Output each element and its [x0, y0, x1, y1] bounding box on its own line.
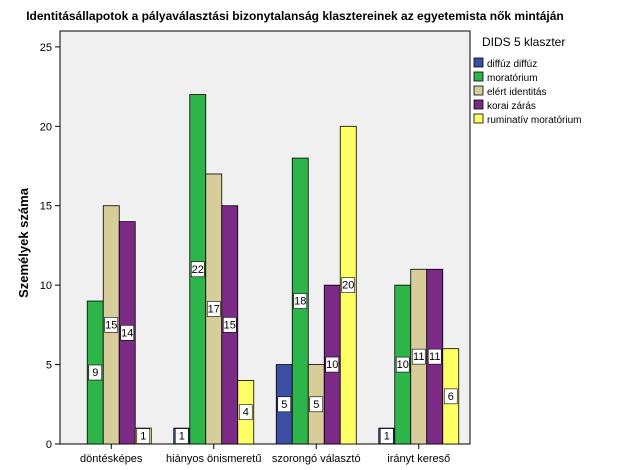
data-label-box [88, 364, 103, 381]
legend-swatch [473, 99, 484, 110]
legend-swatch [473, 113, 484, 124]
data-label: 17 [208, 303, 220, 315]
data-label-box [222, 317, 237, 333]
data-label-box [104, 317, 119, 333]
data-label-box [206, 301, 221, 317]
data-label: 15 [105, 319, 117, 331]
legend-swatch [473, 71, 484, 82]
y-tick-label: 15 [40, 201, 52, 213]
data-label: 10 [326, 359, 338, 371]
data-label: 4 [243, 407, 249, 419]
data-label: 18 [294, 296, 306, 308]
data-label-box [379, 428, 394, 444]
data-label: 1 [179, 431, 185, 443]
data-label: 9 [92, 367, 98, 379]
data-label-box [293, 293, 308, 309]
legend-label: ruminatív moratórium [487, 115, 581, 126]
data-label-box [427, 348, 442, 365]
data-label: 11 [429, 351, 440, 363]
legend-label: korai zárás [487, 101, 536, 112]
data-label: 14 [121, 327, 133, 339]
data-label-box [174, 428, 189, 444]
legend-title: DIDS 5 klaszter [482, 35, 565, 49]
data-label: 5 [313, 399, 319, 411]
data-label-box [238, 404, 253, 421]
data-label-box [411, 348, 426, 365]
legend-label: elért identitás [487, 87, 546, 98]
data-label: 20 [342, 280, 354, 292]
data-label-box [136, 428, 151, 444]
legend-swatch [473, 57, 484, 68]
data-label: 11 [413, 351, 424, 363]
data-label-box [190, 261, 205, 278]
legend-label: moratórium [487, 73, 538, 84]
y-tick-label: 0 [46, 439, 52, 451]
data-label: 5 [281, 399, 287, 411]
legend: DIDS 5 klaszter diffúz diffúz moratórium e… [473, 35, 581, 126]
data-label: 15 [224, 319, 236, 331]
data-label: 10 [397, 359, 409, 371]
data-label-box [341, 277, 356, 293]
data-label: 1 [384, 431, 390, 443]
data-label: 22 [192, 264, 204, 276]
legend-label: diffúz diffúz [487, 59, 537, 70]
y-tick-label: 5 [46, 360, 52, 372]
data-label: 6 [448, 391, 454, 403]
y-tick-label: 20 [40, 121, 52, 133]
y-axis: 0 5 10 15 20 25 [40, 42, 60, 451]
x-tick-label: hiányos önismeretű [166, 453, 261, 465]
data-label: 1 [140, 431, 146, 443]
x-tick-label: irányt kereső [387, 453, 450, 465]
y-tick-label: 10 [40, 280, 52, 292]
data-label-box [120, 325, 135, 341]
data-label-box [443, 388, 458, 405]
data-label-box [325, 356, 340, 373]
x-tick-label: döntésképes [80, 453, 143, 465]
x-axis: döntésképes hiányos önismeretű szorongó vá… [80, 444, 450, 465]
data-label-box [277, 396, 292, 413]
data-label-box [309, 396, 324, 413]
legend-swatch [473, 85, 484, 96]
y-tick-label: 25 [40, 42, 52, 54]
x-tick-label: szorongó választó [272, 453, 361, 465]
data-label-box [395, 356, 410, 373]
chart-title: Identitásállapotok a pályaválasztási biz… [26, 9, 564, 23]
y-axis-label: Személyek száma [16, 187, 31, 298]
